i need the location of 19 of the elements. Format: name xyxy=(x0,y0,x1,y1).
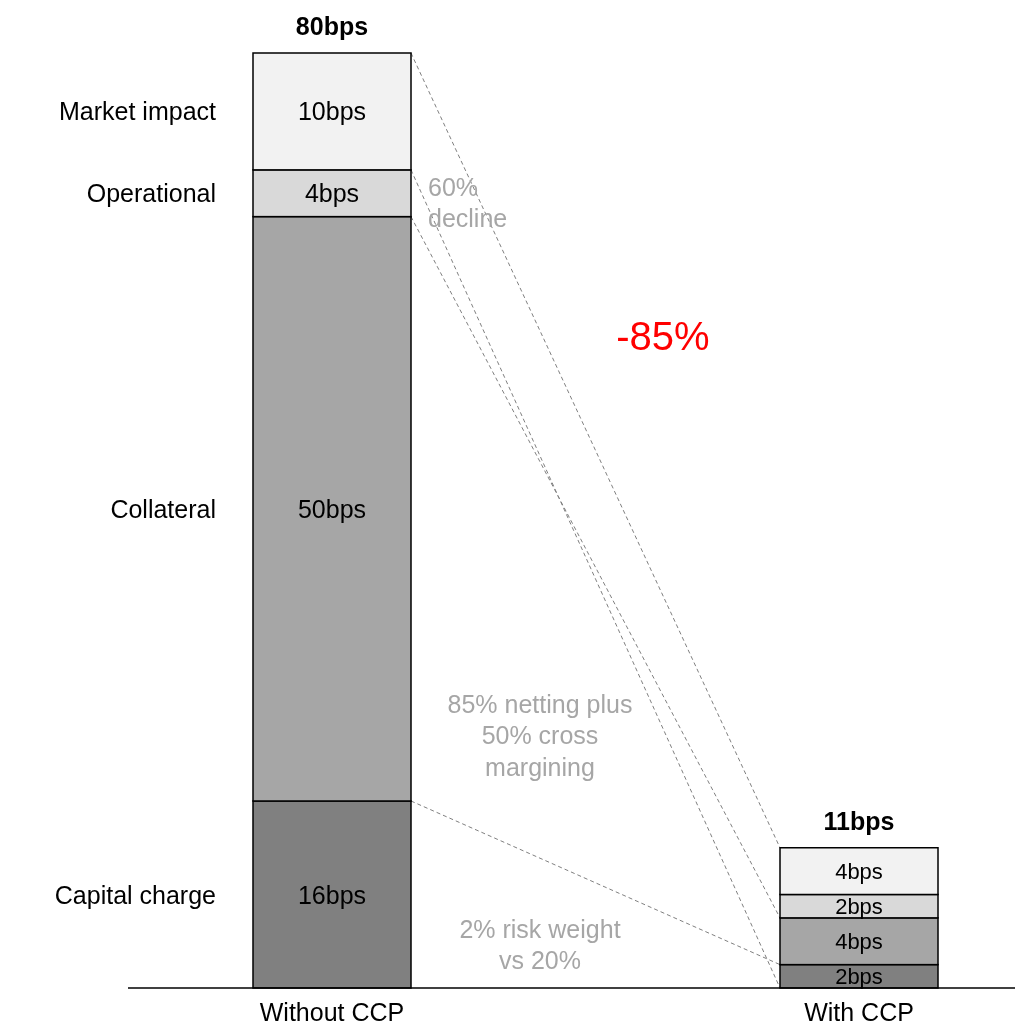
x-tick-label: Without CCP xyxy=(259,998,405,1026)
total-label: 11bps xyxy=(823,806,895,835)
data-label: 2bps xyxy=(835,893,883,919)
series-label: Collateral xyxy=(110,494,216,523)
data-label: 50bps xyxy=(297,494,367,523)
series-label: Capital charge xyxy=(54,880,216,909)
data-label: 4bps xyxy=(304,179,360,208)
series-label: Market impact xyxy=(59,97,217,126)
data-label: 2bps xyxy=(835,963,883,989)
series-label: Operational xyxy=(86,179,216,208)
annotation: 2% risk weight vs 20% xyxy=(459,915,621,975)
data-label: 4bps xyxy=(835,858,883,884)
annotation: 85% netting plus 50% cross margining xyxy=(447,690,633,781)
total-label: 80bps xyxy=(295,12,369,40)
data-label: 4bps xyxy=(835,928,883,954)
data-label: 16bps xyxy=(297,880,367,909)
annotation: -85% xyxy=(616,314,710,358)
data-label: 10bps xyxy=(297,97,367,126)
x-tick-label: With CCP xyxy=(804,998,914,1026)
